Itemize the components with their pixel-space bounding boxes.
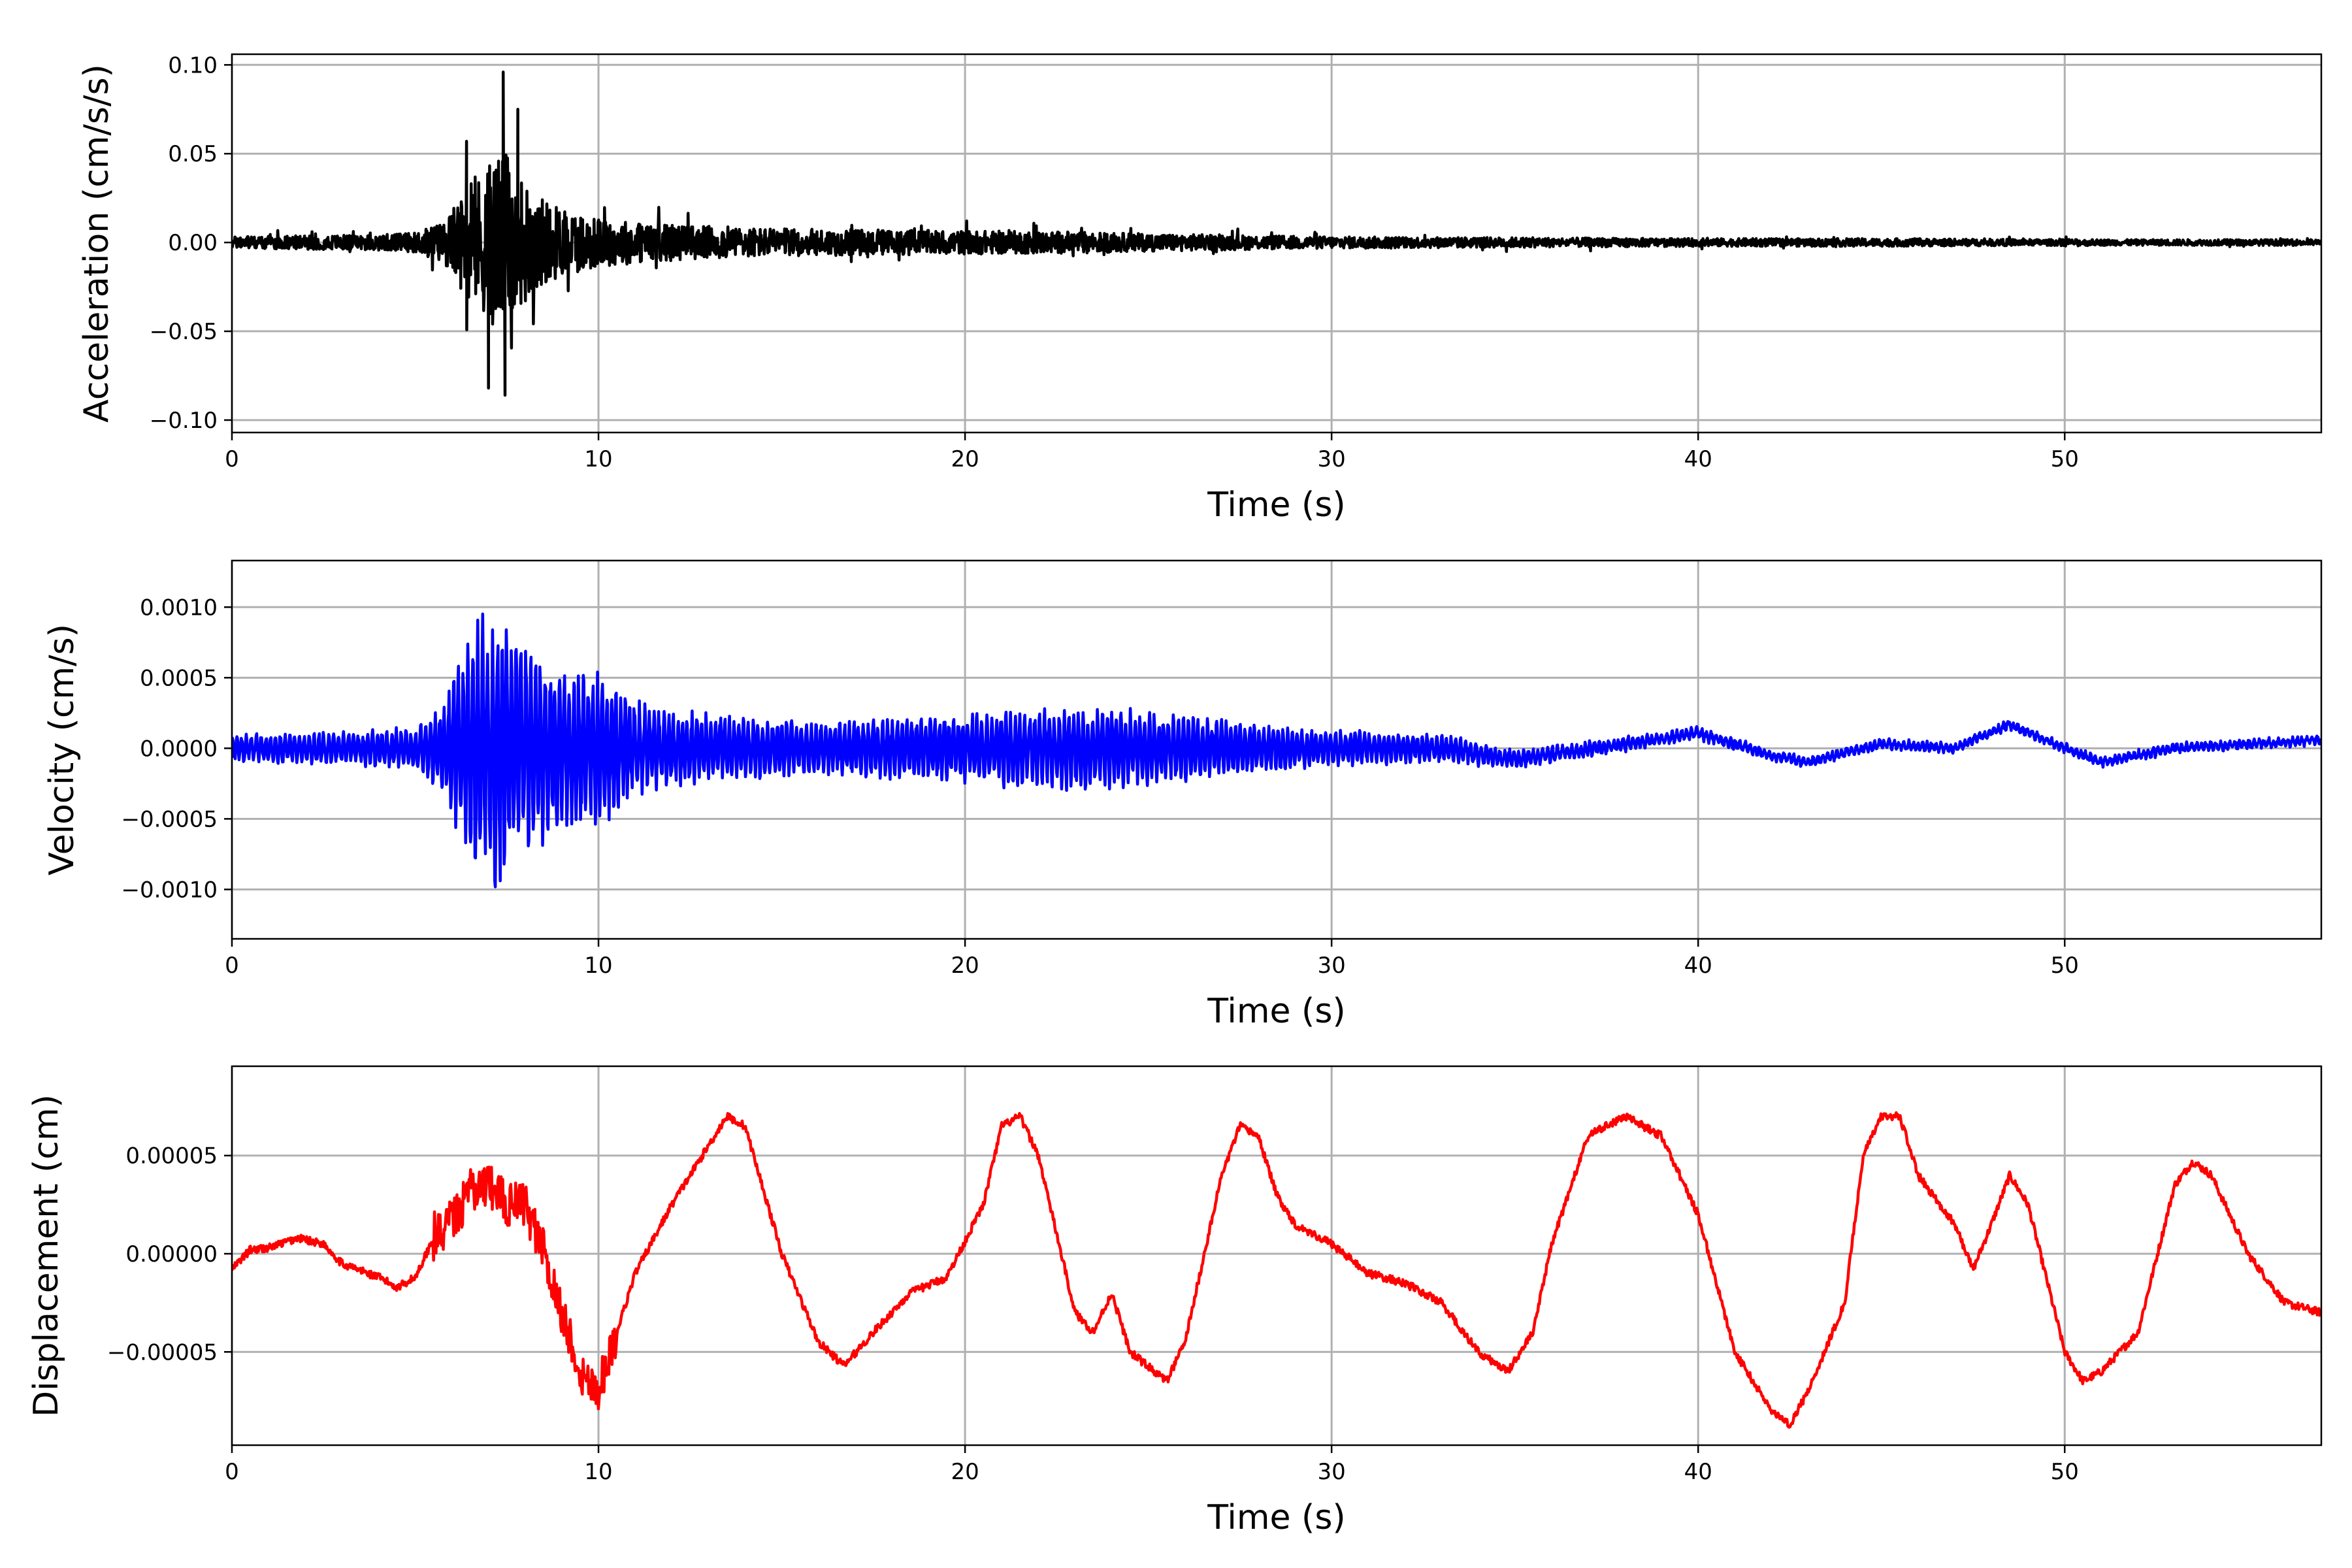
x-tick-label: 20	[951, 953, 979, 979]
x-tick-label: 40	[1684, 953, 1712, 979]
displacement-panel: 0 10 20 30 40 50 −0.00005 0.00000 0.00005 Time (s…	[27, 1065, 2323, 1537]
velocity-panel: 0 10 20 30 40 50 −0.0010 −0.0005 0.0000 0.0005 0.0…	[42, 559, 2323, 1031]
y-axis-label: Velocity (cm/s)	[42, 624, 82, 875]
y-tick-label: 0.10	[168, 52, 218, 78]
y-tick-label: 0.00000	[125, 1241, 218, 1267]
x-axis-label: Time (s)	[1207, 485, 1345, 525]
y-tick-label: −0.00005	[107, 1339, 218, 1365]
x-tick-label: 20	[951, 446, 979, 472]
displacement-series-line	[232, 1111, 2321, 1429]
y-tick-label: 0.0000	[140, 736, 218, 762]
acceleration-panel: 0 10 20 30 40 50 −0.10 −0.05 0.00 0.05 0.10 Time (s…	[77, 52, 2323, 525]
y-axis-label: Acceleration (cm/s/s)	[77, 64, 116, 423]
x-tick-label: 20	[951, 1459, 979, 1485]
x-tick-label: 30	[1318, 953, 1346, 979]
x-tick-label: 10	[584, 1459, 612, 1485]
x-tick-label: 10	[584, 953, 612, 979]
x-tick-label: 40	[1684, 446, 1712, 472]
y-tick-label: 0.00	[168, 230, 218, 256]
y-tick-label: −0.05	[150, 319, 218, 345]
y-tick-label: −0.0010	[122, 877, 218, 903]
velocity-series-line	[232, 612, 2321, 889]
x-tick-label: 30	[1318, 1459, 1346, 1485]
y-tick-label: 0.05	[168, 141, 218, 167]
y-tick-label: −0.0005	[122, 806, 218, 832]
x-tick-label: 40	[1684, 1459, 1712, 1485]
x-tick-label: 0	[225, 446, 239, 472]
axes-frame	[231, 53, 2323, 434]
x-axis-label: Time (s)	[1207, 1498, 1345, 1537]
x-tick-label: 50	[2051, 446, 2079, 472]
x-tick-label: 30	[1318, 446, 1346, 472]
x-tick-label: 0	[225, 1459, 239, 1485]
x-axis-label: Time (s)	[1207, 992, 1345, 1031]
x-tick-label: 50	[2051, 1459, 2079, 1485]
y-tick-label: 0.0005	[140, 665, 218, 691]
y-tick-label: 0.00005	[125, 1143, 218, 1169]
y-tick-label: −0.10	[150, 408, 218, 434]
axes-frame	[231, 559, 2323, 940]
axes-frame	[231, 1065, 2323, 1446]
x-tick-label: 50	[2051, 953, 2079, 979]
y-axis-label: Displacement (cm)	[27, 1094, 66, 1417]
y-tick-label: 0.0010	[140, 595, 218, 621]
x-tick-label: 0	[225, 953, 239, 979]
acceleration-series-line	[232, 70, 2321, 397]
x-tick-label: 10	[584, 446, 612, 472]
